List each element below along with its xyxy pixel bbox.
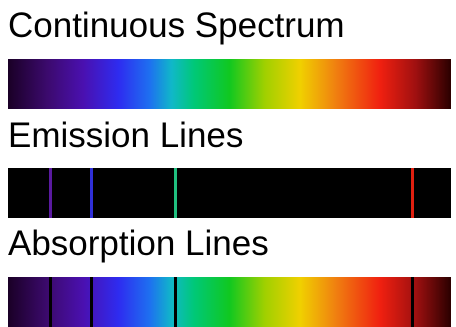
emission-blue-line: [89, 168, 93, 218]
absorption-violet-line: [48, 277, 52, 327]
absorption-lines-title: Absorption Lines: [8, 224, 269, 263]
absorption-lines-band: [8, 277, 451, 327]
emission-red-line: [411, 168, 415, 218]
continuous-spectrum-band: [8, 59, 451, 109]
absorption-red-line: [411, 277, 415, 327]
emission-violet-line: [48, 168, 52, 218]
absorption-green-line: [174, 277, 178, 327]
continuous-spectrum-title: Continuous Spectrum: [8, 6, 345, 45]
emission-lines-band: [8, 168, 451, 218]
absorption-blue-line: [89, 277, 93, 327]
emission-green-line: [174, 168, 178, 218]
emission-lines-title: Emission Lines: [8, 116, 244, 155]
